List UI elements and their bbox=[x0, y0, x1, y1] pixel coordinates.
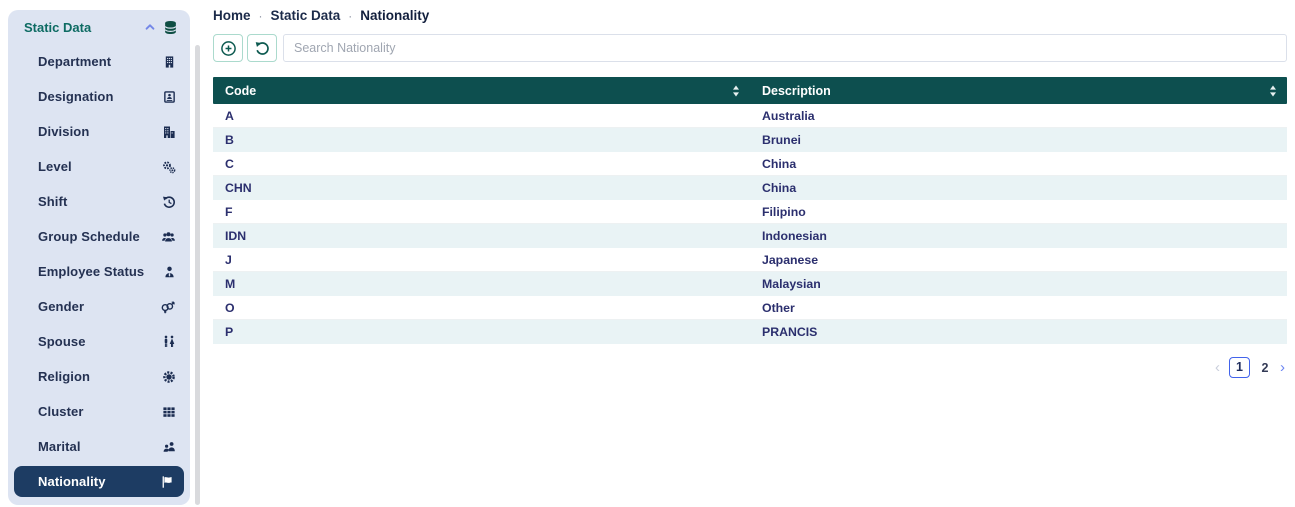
nationality-table: Code Description A Australia bbox=[213, 77, 1287, 344]
refresh-button[interactable] bbox=[247, 34, 277, 62]
toolbar bbox=[213, 34, 1287, 62]
pagination: ‹ 1 2 › bbox=[213, 357, 1287, 378]
page-button-2[interactable]: 2 bbox=[1261, 360, 1269, 375]
table-row[interactable]: P PRANCIS bbox=[213, 320, 1287, 344]
next-page-button[interactable]: › bbox=[1280, 359, 1285, 376]
user-tie-icon bbox=[163, 265, 176, 279]
page-button-1[interactable]: 1 bbox=[1229, 357, 1250, 378]
column-header-code[interactable]: Code bbox=[213, 77, 750, 104]
breadcrumb-separator: · bbox=[348, 8, 353, 23]
restroom-icon bbox=[162, 335, 176, 349]
table-body: A Australia B Brunei C China CHN China F… bbox=[213, 104, 1287, 344]
breadcrumb-static-data[interactable]: Static Data bbox=[270, 8, 341, 23]
add-button[interactable] bbox=[213, 34, 243, 62]
sidebar-item-shift[interactable]: Shift bbox=[8, 184, 190, 219]
history-icon bbox=[162, 195, 176, 209]
table-row[interactable]: IDN Indonesian bbox=[213, 224, 1287, 248]
table-header-row: Code Description bbox=[213, 77, 1287, 104]
table-row[interactable]: A Australia bbox=[213, 104, 1287, 128]
table-row[interactable]: J Japanese bbox=[213, 248, 1287, 272]
section-label: Static Data bbox=[24, 19, 92, 35]
sidebar-item-level[interactable]: Level bbox=[8, 149, 190, 184]
sidebar-item-department[interactable]: Department bbox=[8, 44, 190, 79]
table-row[interactable]: C China bbox=[213, 152, 1287, 176]
sidebar-section-static-data[interactable]: Static Data bbox=[8, 10, 190, 44]
sidebar-item-spouse[interactable]: Spouse bbox=[8, 324, 190, 359]
sidebar-item-gender[interactable]: Gender bbox=[8, 289, 190, 324]
sidebar-item-designation[interactable]: Designation bbox=[8, 79, 190, 114]
sidebar-item-marital[interactable]: Marital bbox=[8, 429, 190, 464]
table-row[interactable]: CHN China bbox=[213, 176, 1287, 200]
table-row[interactable]: F Filipino bbox=[213, 200, 1287, 224]
grid-icon bbox=[162, 405, 176, 419]
search-input[interactable] bbox=[283, 34, 1287, 62]
id-card-icon bbox=[163, 90, 176, 104]
breadcrumb-separator: · bbox=[258, 8, 263, 23]
breadcrumb: Home · Static Data · Nationality bbox=[213, 8, 1287, 23]
database-icon bbox=[163, 20, 178, 35]
breadcrumb-nationality: Nationality bbox=[360, 8, 430, 23]
column-header-description[interactable]: Description bbox=[750, 77, 1287, 104]
rotate-left-icon bbox=[254, 40, 271, 57]
main-content: Home · Static Data · Nationality bbox=[213, 0, 1287, 507]
flag-icon bbox=[160, 475, 174, 489]
sidebar-item-division[interactable]: Division bbox=[8, 114, 190, 149]
plus-circle-icon bbox=[220, 40, 237, 57]
sort-icon bbox=[732, 85, 740, 97]
buildings-icon bbox=[162, 125, 176, 139]
table-row[interactable]: B Brunei bbox=[213, 128, 1287, 152]
sidebar-item-group-schedule[interactable]: Group Schedule bbox=[8, 219, 190, 254]
chevron-up-icon bbox=[144, 21, 156, 33]
table-row[interactable]: M Malaysian bbox=[213, 272, 1287, 296]
prev-page-button[interactable]: ‹ bbox=[1215, 359, 1220, 376]
table-row[interactable]: O Other bbox=[213, 296, 1287, 320]
breadcrumb-home[interactable]: Home bbox=[213, 8, 251, 23]
building-icon bbox=[163, 55, 176, 69]
gender-icon bbox=[160, 300, 176, 314]
users-group-icon bbox=[161, 230, 176, 244]
sidebar-menu: Department Designation bbox=[8, 44, 190, 497]
sidebar-scrollbar[interactable] bbox=[195, 45, 200, 505]
sidebar-item-cluster[interactable]: Cluster bbox=[8, 394, 190, 429]
sidebar: Static Data Department bbox=[8, 10, 190, 505]
sidebar-item-nationality[interactable]: Nationality bbox=[14, 466, 184, 497]
sort-icon bbox=[1269, 85, 1277, 97]
sidebar-item-employee-status[interactable]: Employee Status bbox=[8, 254, 190, 289]
cogs-icon bbox=[162, 160, 176, 174]
couple-icon bbox=[162, 440, 176, 454]
religion-icon bbox=[162, 370, 176, 384]
sidebar-item-religion[interactable]: Religion bbox=[8, 359, 190, 394]
